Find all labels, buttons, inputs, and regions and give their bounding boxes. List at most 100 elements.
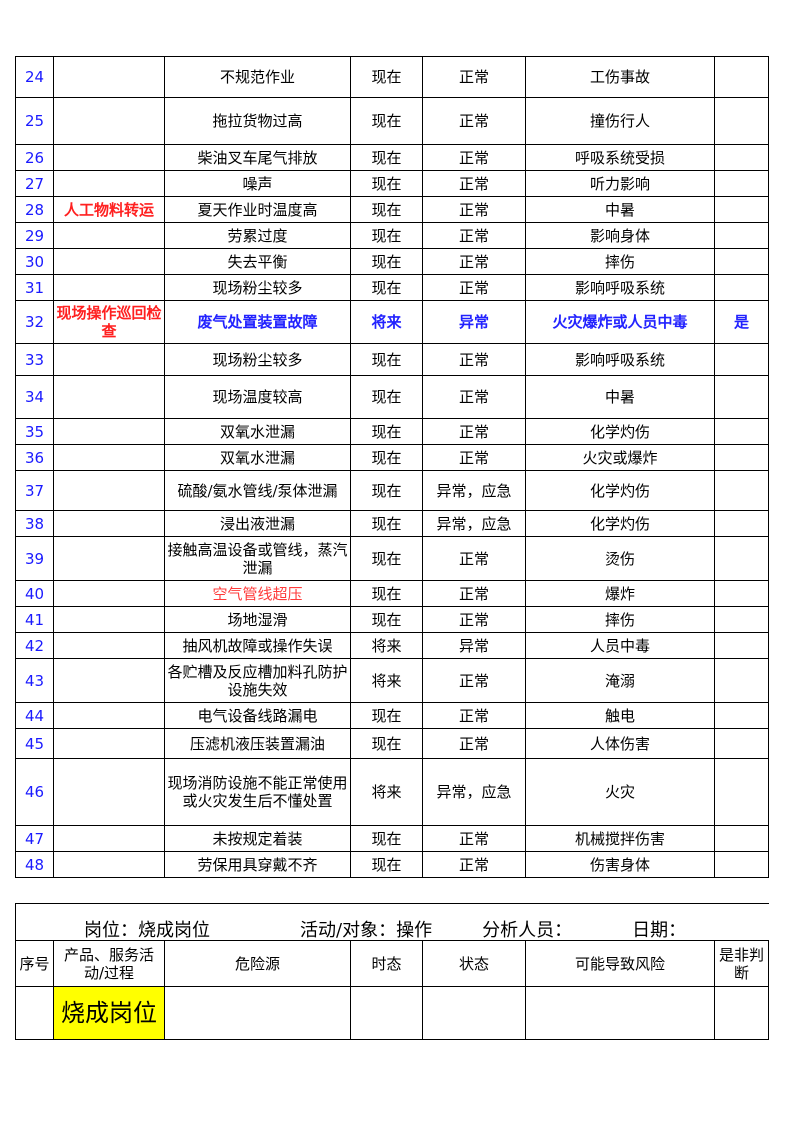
- cell-risk: 触电: [525, 702, 715, 729]
- cell-time: 将来: [350, 658, 423, 703]
- cell-time: 现在: [350, 851, 423, 878]
- cell-activity: [53, 170, 165, 197]
- cell-risk: 火灾爆炸或人员中毒: [525, 300, 715, 344]
- cell-no: 28: [15, 196, 54, 223]
- table-row: 28 人工物料转运 夏天作业时温度高 现在 正常 中暑: [15, 196, 769, 223]
- header-cell: 危险源: [164, 940, 351, 987]
- cell-risk: 中暑: [525, 196, 715, 223]
- cell-hazard: 双氧水泄漏: [164, 418, 351, 445]
- cell-time: 现在: [350, 470, 423, 511]
- cell-risk: 火灾: [525, 758, 715, 826]
- cell-judge: [714, 632, 769, 659]
- cell-time: 现在: [350, 418, 423, 445]
- cell-state: 正常: [422, 343, 526, 376]
- cell-no: 30: [15, 248, 54, 275]
- table-row: 37 硫酸/氨水管线/泵体泄漏 现在 异常，应急 化学灼伤: [15, 470, 769, 511]
- cell-judge: 是: [714, 300, 769, 344]
- cell-activity: [53, 97, 165, 145]
- cell-judge: [714, 418, 769, 445]
- cell-no: 37: [15, 470, 54, 511]
- cell-hazard: 浸出液泄漏: [164, 510, 351, 537]
- cell-activity: [53, 658, 165, 703]
- cell-no: 42: [15, 632, 54, 659]
- cell-state: 正常: [422, 274, 526, 301]
- cell-time: 现在: [350, 56, 423, 98]
- cell-state: 正常: [422, 222, 526, 249]
- cell-hazard: 现场粉尘较多: [164, 343, 351, 376]
- table-row: 45 压滤机液压装置漏油 现在 正常 人体伤害: [15, 728, 769, 759]
- cell-judge: [714, 170, 769, 197]
- cell-risk: 摔伤: [525, 248, 715, 275]
- cell-time: 将来: [350, 758, 423, 826]
- cell-hazard: 现场消防设施不能正常使用或火灾发生后不懂处置: [164, 758, 351, 826]
- cell-risk: 摔伤: [525, 606, 715, 633]
- cell-risk: [525, 986, 715, 1040]
- cell-no: 25: [15, 97, 54, 145]
- cell-risk: 影响呼吸系统: [525, 343, 715, 376]
- cell-activity: [53, 702, 165, 729]
- cell-risk: 人体伤害: [525, 728, 715, 759]
- cell-state: 正常: [422, 536, 526, 581]
- cell-activity: [53, 56, 165, 98]
- header-cell: 状态: [422, 940, 526, 987]
- cell-state: 正常: [422, 658, 526, 703]
- cell-risk: 中暑: [525, 375, 715, 419]
- cell-risk: 化学灼伤: [525, 510, 715, 537]
- cell-risk: 火灾或爆炸: [525, 444, 715, 471]
- cell-time: 现在: [350, 606, 423, 633]
- cell-time: 现在: [350, 580, 423, 607]
- cell-hazard: 硫酸/氨水管线/泵体泄漏: [164, 470, 351, 511]
- cell-risk: 化学灼伤: [525, 470, 715, 511]
- cell-no: 36: [15, 444, 54, 471]
- cell-state: 正常: [422, 606, 526, 633]
- cell-hazard: 废气处置装置故障: [164, 300, 351, 344]
- cell-judge: [714, 274, 769, 301]
- cell-no: 24: [15, 56, 54, 98]
- cell-activity: [53, 606, 165, 633]
- cell-no: 46: [15, 758, 54, 826]
- cell-activity: [53, 632, 165, 659]
- cell-judge: [714, 56, 769, 98]
- cell-time: 现在: [350, 97, 423, 145]
- cell-hazard: 劳保用具穿戴不齐: [164, 851, 351, 878]
- cell-hazard: 劳累过度: [164, 222, 351, 249]
- cell-hazard: 电气设备线路漏电: [164, 702, 351, 729]
- cell-no: 27: [15, 170, 54, 197]
- cell-activity: [53, 825, 165, 852]
- cell-activity: [53, 728, 165, 759]
- cell-state: 正常: [422, 418, 526, 445]
- cell-state: 异常，应急: [422, 510, 526, 537]
- cell-state: 正常: [422, 248, 526, 275]
- date-label: 日期：: [632, 920, 687, 941]
- cell-judge: [714, 536, 769, 581]
- cell-time: 现在: [350, 196, 423, 223]
- cell-hazard: 不规范作业: [164, 56, 351, 98]
- cell-state: 异常: [422, 632, 526, 659]
- cell-judge: [714, 144, 769, 171]
- cell-judge: [714, 375, 769, 419]
- cell-hazard: 空气管线超压: [164, 580, 351, 607]
- cell-hazard: 夏天作业时温度高: [164, 196, 351, 223]
- table-row: 46 现场消防设施不能正常使用或火灾发生后不懂处置 将来 异常，应急 火灾: [15, 758, 769, 826]
- cell-state: 正常: [422, 825, 526, 852]
- cell-no: 38: [15, 510, 54, 537]
- cell-risk: 听力影响: [525, 170, 715, 197]
- table-row: 30 失去平衡 现在 正常 摔伤: [15, 248, 769, 275]
- cell-state: 正常: [422, 375, 526, 419]
- cell-hazard: 现场温度较高: [164, 375, 351, 419]
- cell-activity: 现场操作巡回检查: [53, 300, 165, 344]
- cell-state: 正常: [422, 97, 526, 145]
- cell-activity: [53, 510, 165, 537]
- table-row: 40 空气管线超压 现在 正常 爆炸: [15, 580, 769, 607]
- table-row: 32 现场操作巡回检查 废气处置装置故障 将来 异常 火灾爆炸或人员中毒是: [15, 300, 769, 344]
- cell-no: 40: [15, 580, 54, 607]
- cell-state: 正常: [422, 702, 526, 729]
- cell-time: 现在: [350, 702, 423, 729]
- header-row: 序号 产品、服务活动/过程 危险源 时态 状态 可能导致风险 是非判断: [15, 940, 770, 987]
- activity-label: 活动/对象：操作: [300, 920, 433, 941]
- table-row: 35 双氧水泄漏 现在 正常 化学灼伤: [15, 418, 769, 445]
- cell-activity: [53, 375, 165, 419]
- table-row: 43 各贮槽及反应槽加料孔防护设施失效 将来 正常 淹溺: [15, 658, 769, 703]
- cell-state: 正常: [422, 196, 526, 223]
- cell-judge: [714, 728, 769, 759]
